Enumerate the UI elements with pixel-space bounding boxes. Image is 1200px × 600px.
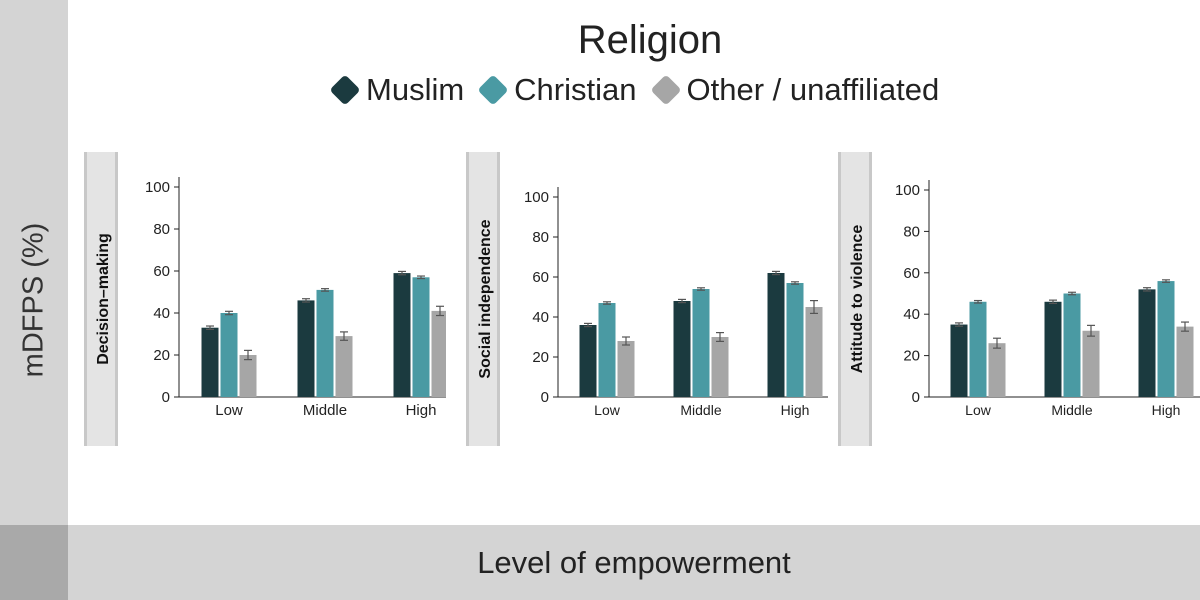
legend-label-muslim: Muslim (366, 72, 465, 107)
bar (431, 310, 446, 397)
bar (1176, 326, 1194, 397)
y-tick-label: 60 (903, 265, 920, 282)
panel-strip: Decision–making (84, 152, 118, 446)
x-tick-label: Middle (303, 402, 347, 419)
legend: Muslim Christian Other / unaffiliated (329, 72, 953, 108)
y-tick-label: 80 (153, 221, 170, 238)
bar (950, 324, 968, 397)
bar (239, 355, 257, 397)
bar (805, 307, 823, 397)
legend-item-christian: Christian (477, 72, 637, 108)
legend-label-christian: Christian (514, 72, 637, 107)
y-tick-label: 40 (903, 306, 920, 323)
bar (201, 327, 219, 397)
x-tick-label: High (1152, 402, 1181, 418)
bar (297, 300, 315, 397)
x-tick-label: Low (215, 402, 243, 419)
bar (711, 337, 729, 397)
bar (1138, 289, 1156, 397)
bar (598, 303, 616, 397)
bar (335, 336, 353, 397)
y-tick-label: 0 (912, 389, 920, 406)
panel-strip: Social independence (466, 152, 500, 446)
panel-social-independence: Social independence 0 20 40 60 80 100 Low Middl… (466, 152, 828, 446)
bar (1063, 293, 1081, 397)
panel-decision-making: Decision–making 0 20 40 60 80 100 Low Middle Hig… (84, 152, 446, 446)
panel-strip: Attitude to violence (838, 152, 872, 446)
legend-item-muslim: Muslim (329, 72, 465, 108)
y-axis-title: mDFPS (%) (17, 222, 50, 378)
y-tick-label: 80 (903, 223, 920, 240)
legend-key-christian (477, 74, 509, 106)
y-tick-label: 40 (153, 305, 170, 322)
x-tick-label: High (406, 402, 437, 419)
y-tick-label: 0 (541, 389, 549, 406)
y-tick-label: 20 (532, 349, 549, 366)
y-tick-label: 0 (162, 389, 170, 406)
x-tick-label: Middle (1051, 402, 1092, 418)
bar (220, 313, 238, 397)
y-tick-label: 20 (153, 347, 170, 364)
bar (673, 301, 691, 397)
bar (767, 273, 785, 397)
bar (1082, 330, 1100, 397)
y-tick-label: 40 (532, 309, 549, 326)
legend-title: Religion (577, 18, 723, 62)
bar (579, 325, 597, 397)
legend-item-other: Other / unaffiliated (649, 72, 940, 108)
y-tick-label: 100 (895, 182, 920, 199)
legend-key-other (649, 74, 682, 106)
y-tick-label: 60 (153, 263, 170, 280)
bar (988, 343, 1006, 397)
x-tick-label: Low (965, 402, 992, 418)
y-tick-label: 60 (532, 269, 549, 286)
panel-attitude-to-violence: Attitude to violence 0 20 40 60 80 100 Low Midd… (838, 152, 1200, 446)
x-axis-strip: Level of empowerment (68, 525, 1200, 600)
y-tick-label: 100 (145, 179, 170, 196)
chart-plot-social-independence: 0 20 40 60 80 100 Low Middle High (524, 187, 828, 418)
bar (316, 289, 334, 397)
y-axis-strip: mDFPS (%) (0, 0, 68, 525)
y-tick-label: 80 (532, 229, 549, 246)
chart-plot-decision-making: 0 20 40 60 80 100 Low Middle High (145, 177, 446, 419)
legend-key-muslim (329, 74, 361, 106)
bar (692, 289, 710, 397)
bar (393, 273, 411, 397)
y-tick-label: 100 (524, 189, 549, 206)
corner-box (0, 525, 68, 600)
bar (617, 341, 635, 397)
x-tick-label: Low (594, 402, 621, 418)
x-tick-label: Middle (680, 402, 721, 418)
bar (412, 277, 430, 397)
bar (1044, 301, 1062, 397)
x-axis-title: Level of empowerment (477, 544, 791, 580)
chart-plot-attitude-to-violence: 0 20 40 60 80 100 Low Middle High (895, 180, 1200, 418)
y-tick-label: 20 (903, 348, 920, 365)
bar (786, 283, 804, 397)
bar (1157, 281, 1175, 397)
bar (969, 301, 987, 397)
legend-label-other: Other / unaffiliated (686, 72, 940, 107)
x-tick-label: High (781, 402, 810, 418)
